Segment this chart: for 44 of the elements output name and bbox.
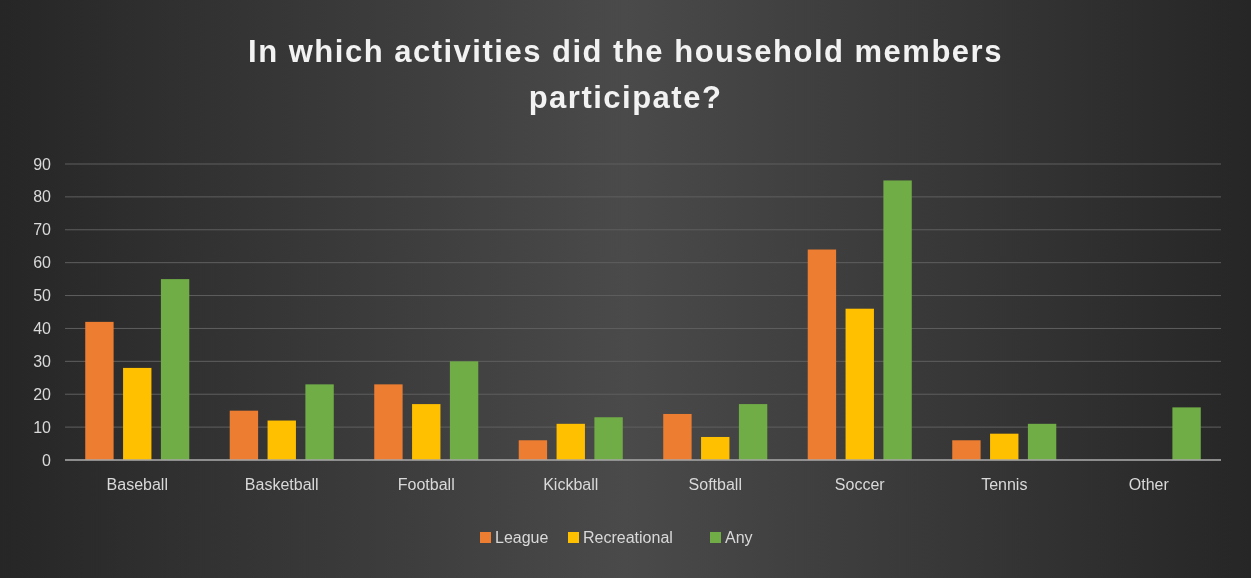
bar (952, 440, 981, 460)
bar (412, 404, 441, 460)
x-tick-label: Basketball (244, 476, 319, 493)
x-tick-label: Baseball (106, 476, 168, 493)
bar (123, 367, 152, 460)
bar (594, 417, 623, 460)
y-tick-label: 40 (33, 320, 52, 338)
bar (807, 249, 837, 460)
y-tick-label: 60 (33, 254, 52, 272)
x-tick-label: Tennis (981, 476, 1028, 493)
y-tick-label: 10 (33, 418, 52, 436)
y-tick-label: 20 (33, 385, 52, 403)
bar (85, 321, 114, 460)
bar (1027, 423, 1057, 460)
y-tick-label: 30 (33, 352, 52, 370)
legend-label: League (495, 529, 549, 546)
bar (229, 410, 259, 460)
bar (518, 440, 548, 460)
bar (556, 423, 585, 460)
bar (305, 384, 334, 460)
x-tick-label: Other (1128, 476, 1170, 493)
chart-title: In which activities did the household members participate? (248, 34, 1003, 115)
bar (449, 361, 479, 460)
bar (374, 384, 403, 460)
y-tick-label: 70 (33, 221, 52, 239)
bar (701, 436, 730, 460)
y-tick-label: 0 (42, 451, 52, 469)
bar (845, 308, 874, 460)
bar (160, 279, 190, 460)
y-tick-label: 80 (33, 188, 52, 206)
x-tick-label: Football (397, 476, 455, 493)
bar (883, 180, 912, 460)
x-tick-label: Kickball (543, 476, 599, 493)
bar (1172, 407, 1201, 460)
bar (738, 404, 768, 460)
y-tick-label: 90 (33, 155, 52, 173)
bar (990, 433, 1019, 460)
bar (267, 420, 296, 460)
legend-label: Recreational (583, 529, 673, 546)
x-tick-label: Soccer (834, 476, 886, 493)
x-tick-label: Softball (688, 476, 742, 493)
bar (663, 413, 692, 460)
y-tick-label: 50 (33, 287, 52, 305)
legend-label: Any (725, 529, 753, 546)
